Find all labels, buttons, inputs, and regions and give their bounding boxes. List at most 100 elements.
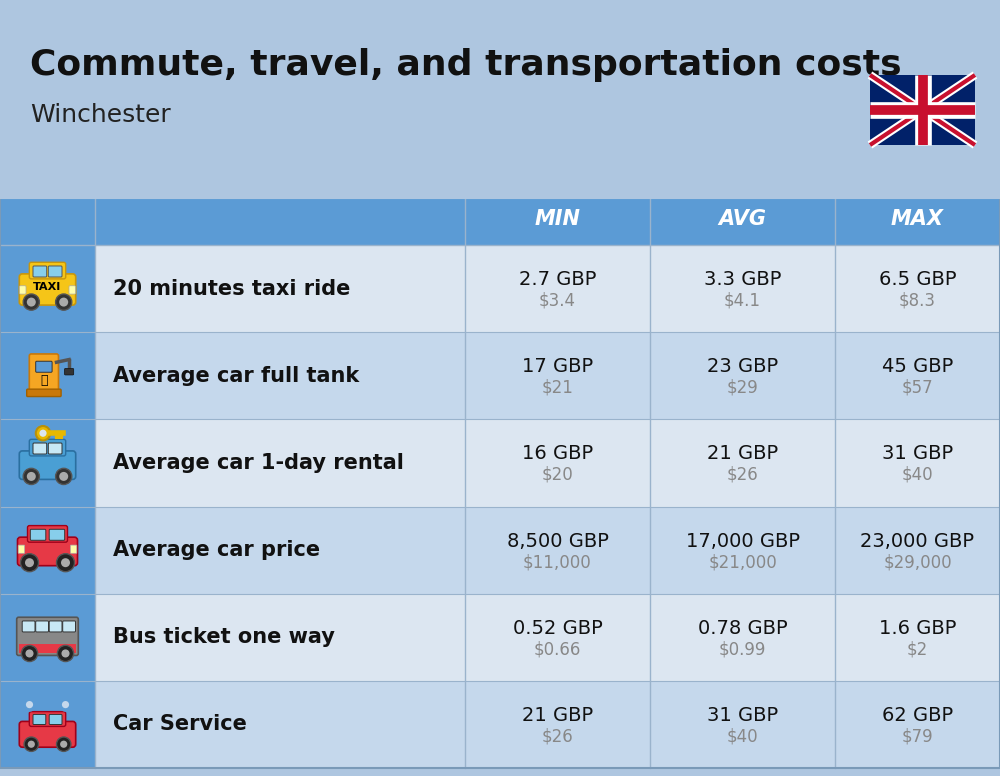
Text: AVG: AVG <box>718 209 767 229</box>
Text: $40: $40 <box>727 727 758 746</box>
Circle shape <box>22 698 37 712</box>
Circle shape <box>57 646 74 662</box>
FancyBboxPatch shape <box>48 443 62 454</box>
FancyBboxPatch shape <box>33 266 47 277</box>
Text: MIN: MIN <box>534 209 580 229</box>
Text: Car Service: Car Service <box>113 715 247 734</box>
Text: 31 GBP: 31 GBP <box>707 706 778 725</box>
FancyBboxPatch shape <box>27 389 61 397</box>
Circle shape <box>39 430 47 437</box>
Circle shape <box>27 472 36 481</box>
FancyBboxPatch shape <box>0 594 1000 681</box>
Text: Winchester: Winchester <box>30 103 171 127</box>
FancyBboxPatch shape <box>64 369 74 375</box>
FancyBboxPatch shape <box>22 621 35 632</box>
Text: 17,000 GBP: 17,000 GBP <box>686 532 800 551</box>
FancyBboxPatch shape <box>19 644 76 653</box>
Text: 0.78 GBP: 0.78 GBP <box>698 618 787 638</box>
FancyBboxPatch shape <box>49 715 62 725</box>
FancyBboxPatch shape <box>36 621 48 632</box>
Text: 0.52 GBP: 0.52 GBP <box>513 618 602 638</box>
FancyBboxPatch shape <box>0 245 95 332</box>
Text: $21,000: $21,000 <box>708 553 777 571</box>
Text: $57: $57 <box>902 379 933 397</box>
Circle shape <box>23 294 39 310</box>
Text: $0.66: $0.66 <box>534 640 581 658</box>
Circle shape <box>21 646 38 662</box>
Text: $29,000: $29,000 <box>883 553 952 571</box>
FancyBboxPatch shape <box>33 443 47 454</box>
FancyBboxPatch shape <box>70 545 77 553</box>
Circle shape <box>23 469 39 484</box>
FancyBboxPatch shape <box>0 507 95 594</box>
FancyBboxPatch shape <box>0 594 95 681</box>
FancyBboxPatch shape <box>18 537 78 566</box>
Circle shape <box>56 737 71 751</box>
Text: $79: $79 <box>902 727 933 746</box>
Text: 6.5 GBP: 6.5 GBP <box>879 270 956 289</box>
Text: 3.3 GBP: 3.3 GBP <box>704 270 781 289</box>
FancyBboxPatch shape <box>18 545 25 553</box>
Text: Average car price: Average car price <box>113 540 320 560</box>
Circle shape <box>61 650 70 657</box>
Text: $26: $26 <box>727 466 758 484</box>
Text: Commute, travel, and transportation costs: Commute, travel, and transportation cost… <box>30 48 902 82</box>
FancyBboxPatch shape <box>28 525 68 542</box>
Circle shape <box>59 472 68 481</box>
Circle shape <box>27 297 36 307</box>
Circle shape <box>24 737 38 751</box>
Circle shape <box>56 469 72 484</box>
Text: 23,000 GBP: 23,000 GBP <box>860 532 974 551</box>
FancyBboxPatch shape <box>19 451 76 480</box>
FancyBboxPatch shape <box>29 262 66 279</box>
Circle shape <box>26 701 33 708</box>
Circle shape <box>36 426 50 441</box>
Circle shape <box>28 740 35 748</box>
FancyBboxPatch shape <box>29 712 66 726</box>
Circle shape <box>20 554 38 572</box>
Text: TAXI: TAXI <box>33 282 62 292</box>
FancyBboxPatch shape <box>29 354 58 396</box>
Text: $8.3: $8.3 <box>899 292 936 310</box>
FancyBboxPatch shape <box>0 681 95 768</box>
Text: 21 GBP: 21 GBP <box>522 706 593 725</box>
Circle shape <box>59 297 68 307</box>
Text: 62 GBP: 62 GBP <box>882 706 953 725</box>
Circle shape <box>60 740 67 748</box>
Text: 1.6 GBP: 1.6 GBP <box>879 618 956 638</box>
FancyBboxPatch shape <box>0 419 95 507</box>
FancyBboxPatch shape <box>33 715 46 725</box>
Text: 16 GBP: 16 GBP <box>522 445 593 463</box>
Text: MAX: MAX <box>891 209 944 229</box>
Text: 8,500 GBP: 8,500 GBP <box>507 532 608 551</box>
FancyBboxPatch shape <box>0 332 1000 419</box>
Text: Average car 1-day rental: Average car 1-day rental <box>113 453 404 473</box>
Text: $4.1: $4.1 <box>724 292 761 310</box>
Text: 45 GBP: 45 GBP <box>882 357 953 376</box>
Text: 31 GBP: 31 GBP <box>882 445 953 463</box>
Text: 21 GBP: 21 GBP <box>707 445 778 463</box>
Circle shape <box>25 650 34 657</box>
FancyBboxPatch shape <box>36 362 52 372</box>
FancyBboxPatch shape <box>20 286 26 294</box>
FancyBboxPatch shape <box>0 507 1000 594</box>
FancyBboxPatch shape <box>19 722 76 747</box>
Circle shape <box>25 558 34 567</box>
FancyBboxPatch shape <box>69 286 76 294</box>
Text: 23 GBP: 23 GBP <box>707 357 778 376</box>
Text: 17 GBP: 17 GBP <box>522 357 593 376</box>
Circle shape <box>56 294 72 310</box>
FancyBboxPatch shape <box>49 529 65 540</box>
Text: $2: $2 <box>907 640 928 658</box>
Circle shape <box>61 558 70 567</box>
Text: 💧: 💧 <box>40 374 48 386</box>
Text: $0.99: $0.99 <box>719 640 766 658</box>
FancyBboxPatch shape <box>48 266 62 277</box>
FancyBboxPatch shape <box>870 75 975 145</box>
Text: $21: $21 <box>542 379 573 397</box>
FancyBboxPatch shape <box>0 193 1000 245</box>
FancyBboxPatch shape <box>63 621 76 632</box>
Text: 2.7 GBP: 2.7 GBP <box>519 270 596 289</box>
Circle shape <box>56 554 74 572</box>
FancyBboxPatch shape <box>0 0 1000 185</box>
